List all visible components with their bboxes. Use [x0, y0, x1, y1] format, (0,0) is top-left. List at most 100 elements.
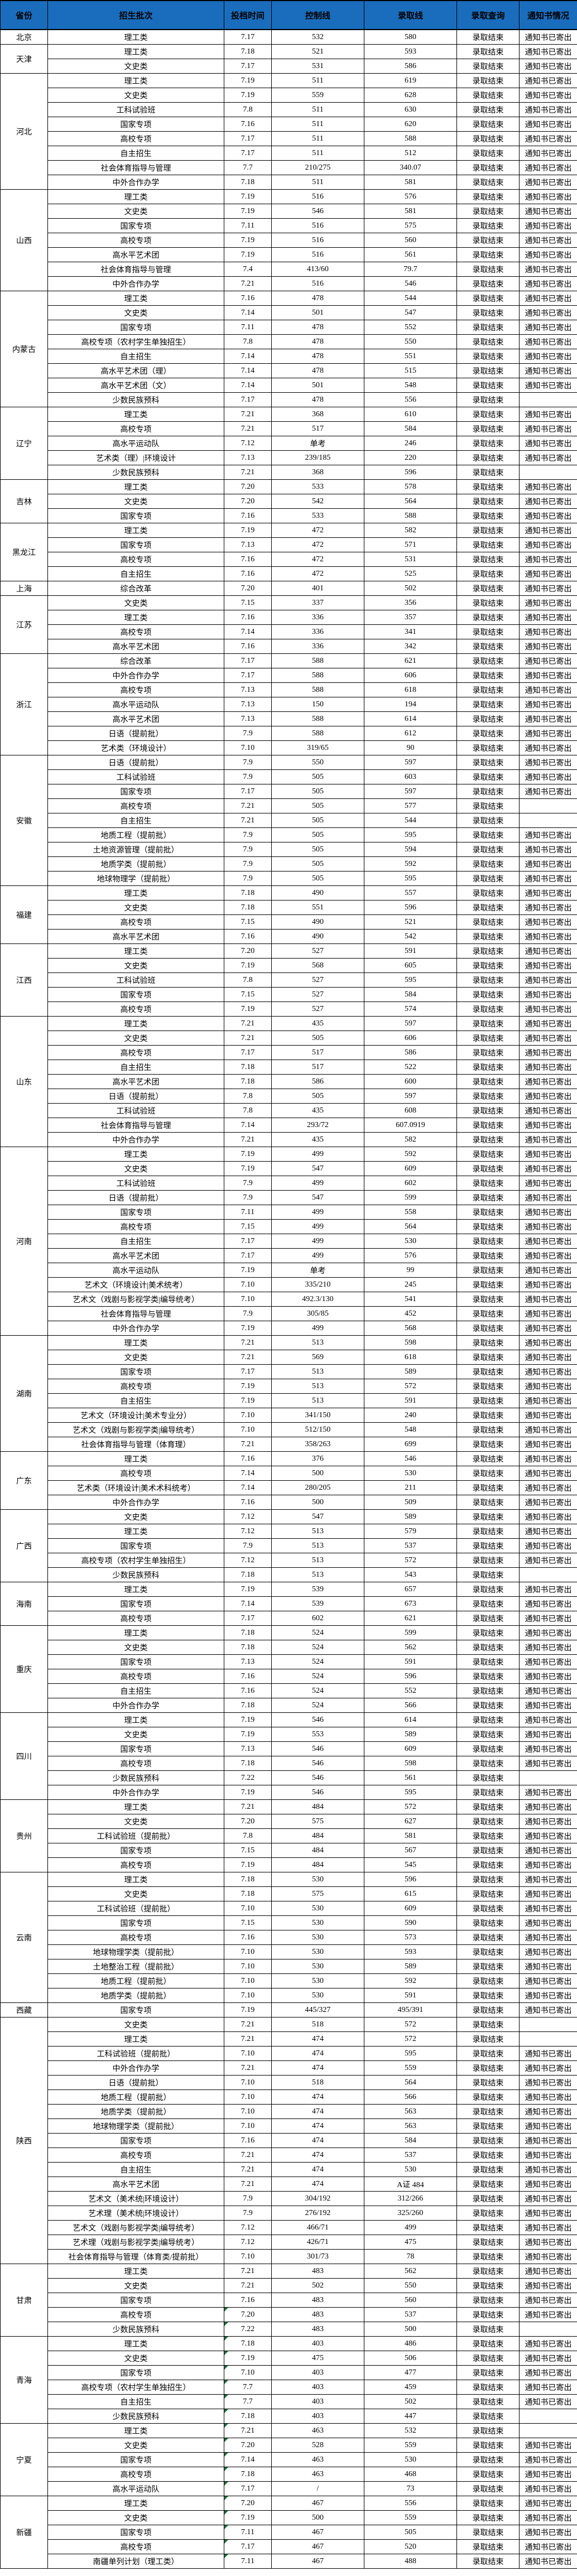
control-line-cell: 505 — [271, 1089, 364, 1104]
query-status-cell: 录取结束 — [456, 276, 520, 291]
time-cell: 7.22 — [224, 1770, 272, 1785]
control-line-cell: 435 — [271, 1132, 364, 1147]
query-status-cell: 录取结束 — [456, 1785, 520, 1800]
table-row: 高校专项（农村学生单独招生） 7.8 478 550 录取结束 通知书已寄出 — [1, 334, 577, 349]
time-cell: 7.14 — [224, 378, 272, 393]
batch-cell: 理工类 — [47, 2031, 224, 2047]
time-cell: 7.21 — [224, 1132, 272, 1147]
time-cell: 7.21 — [224, 2031, 272, 2047]
control-line-cell: 517 — [271, 1045, 364, 1060]
batch-cell: 理工类 — [47, 943, 224, 959]
query-status-cell: 录取结束 — [456, 842, 520, 857]
admit-line-cell: 502 — [364, 2394, 457, 2409]
table-row: 西藏 国家专项 7.19 445/327 495/391 录取结束 通知书已寄出 — [0, 2002, 577, 2018]
admit-line-cell: 627 — [364, 1814, 457, 1829]
time-cell: 7.9 — [224, 1190, 272, 1205]
query-status-cell: 录取结束 — [456, 784, 520, 799]
time-cell: 7.19 — [224, 1785, 272, 1800]
batch-cell: 高校专项 — [47, 1379, 224, 1394]
query-status-cell: 录取结束 — [456, 421, 520, 436]
province-cell: 山西 — [0, 189, 48, 291]
query-status-cell: 录取结束 — [456, 769, 520, 784]
control-line-cell: 478 — [271, 349, 364, 364]
batch-cell: 高校专项 — [47, 1466, 224, 1481]
batch-cell: 文史类 — [47, 2017, 224, 2032]
control-line-cell: 466/71 — [271, 2220, 364, 2235]
notify-status-cell: 通知书已寄出 — [519, 1988, 577, 2003]
control-line-cell: 445/327 — [271, 2002, 364, 2018]
query-status-cell: 录取结束 — [456, 1422, 520, 1437]
batch-cell: 高校专项 — [47, 131, 224, 146]
batch-cell: 中外合作办学 — [47, 1321, 224, 1336]
admit-line-cell: 609 — [364, 1161, 457, 1176]
admit-line-cell: 584 — [364, 987, 457, 1002]
admit-line-cell: 588 — [364, 131, 457, 146]
notify-status-cell: 通知书已寄出 — [519, 2162, 577, 2177]
query-status-cell: 录取结束 — [456, 2380, 520, 2395]
admit-line-cell: 605 — [364, 958, 457, 973]
control-line-cell: 337 — [271, 595, 364, 610]
control-line-cell: 150 — [271, 697, 364, 712]
control-line-cell: 550 — [271, 755, 364, 770]
notify-status-cell: 通知书已寄出 — [519, 885, 577, 901]
query-status-cell: 录取结束 — [456, 88, 520, 103]
notify-status-cell: 通知书已寄出 — [519, 537, 577, 552]
admit-line-cell: 597 — [364, 1016, 457, 1031]
control-line-cell: 530 — [271, 1973, 364, 1988]
control-line-cell: 527 — [271, 943, 364, 959]
control-line-cell: 403 — [271, 2380, 364, 2395]
query-status-cell: 录取结束 — [456, 450, 520, 465]
control-line-cell: 586 — [271, 1074, 364, 1089]
time-cell: 7.9 — [224, 1176, 272, 1191]
column-header-2: 投档时间 — [224, 0, 272, 30]
notify-status-cell: 通知书已寄出 — [519, 2177, 577, 2192]
table-row: 河北 理工类 7.19 511 619 录取结束 通知书已寄出 — [0, 73, 577, 190]
admit-line-cell: 589 — [364, 1509, 457, 1524]
control-line-cell: 530 — [271, 1944, 364, 1959]
cell-corner-marker-icon — [224, 2337, 228, 2341]
admit-line-cell: 78 — [364, 2249, 457, 2264]
batch-cell: 国家专项 — [47, 2002, 224, 2018]
table-row: 高校专项（农村学生单独招生） 7.12 513 572 录取结束 通知书已寄出 — [1, 1553, 577, 1568]
table-row: 艺术文（戏剧与影视学类|编导统考） 7.10 492.3/130 541 录取结束 通知书… — [1, 1292, 577, 1307]
notify-status-cell: 通知书已寄出 — [519, 2104, 577, 2119]
query-status-cell: 录取结束 — [456, 1727, 520, 1742]
batch-cell: 文史类 — [47, 1814, 224, 1829]
notify-status-cell: 通知书已寄出 — [519, 2365, 577, 2380]
notify-status-cell: 通知书已寄出 — [519, 2336, 577, 2351]
batch-cell: 理工类 — [47, 1625, 224, 1640]
admit-line-cell: 595 — [364, 827, 457, 842]
time-cell: 7.14 — [224, 1466, 272, 1481]
notify-status-cell: 通知书已寄出 — [519, 436, 577, 451]
control-line-cell: 483 — [271, 2307, 364, 2322]
admit-line-cell: 541 — [364, 1292, 457, 1307]
query-status-cell: 录取结束 — [456, 291, 520, 306]
control-line-cell: 547 — [271, 1161, 364, 1176]
notify-status-cell: 通知书已寄出 — [519, 1524, 577, 1539]
table-row: 高水平运动队 7.13 150 194 录取结束 通知书已寄出 — [1, 697, 577, 712]
notify-status-cell: 通知书已寄出 — [519, 929, 577, 944]
admit-line-cell: 596 — [364, 1669, 457, 1684]
province-cell: 北京 — [0, 29, 48, 45]
time-cell: 7.16 — [224, 117, 272, 132]
query-status-cell: 录取结束 — [456, 726, 520, 741]
admit-line-cell: 502 — [364, 581, 457, 596]
batch-cell: 文史类 — [47, 494, 224, 509]
time-cell: 7.16 — [224, 2293, 272, 2308]
batch-cell: 国家专项 — [47, 784, 224, 799]
control-line-cell: 210/275 — [271, 160, 364, 175]
table-row: 理工类 7.16 336 357 录取结束 通知书已寄出 — [1, 610, 577, 625]
table-row: 理工类 7.21 474 572 录取结束 — [1, 2031, 577, 2047]
time-cell: 7.19 — [224, 1321, 272, 1336]
query-status-cell: 录取结束 — [456, 1770, 520, 1785]
batch-cell: 理工类 — [47, 1147, 224, 1162]
control-line-cell: 518 — [271, 2075, 364, 2090]
time-cell: 7.12 — [224, 2235, 272, 2250]
table-row: 高校专项 7.21 474 537 录取结束 通知书已寄出 — [1, 2148, 577, 2163]
notify-status-cell: 通知书已寄出 — [519, 1060, 577, 1075]
query-status-cell: 录取结束 — [456, 2510, 520, 2525]
admit-line-cell: 620 — [364, 117, 457, 132]
admit-line-cell: 537 — [364, 2148, 457, 2163]
control-line-cell: 483 — [271, 2322, 364, 2337]
time-cell: 7.10 — [224, 1901, 272, 1916]
